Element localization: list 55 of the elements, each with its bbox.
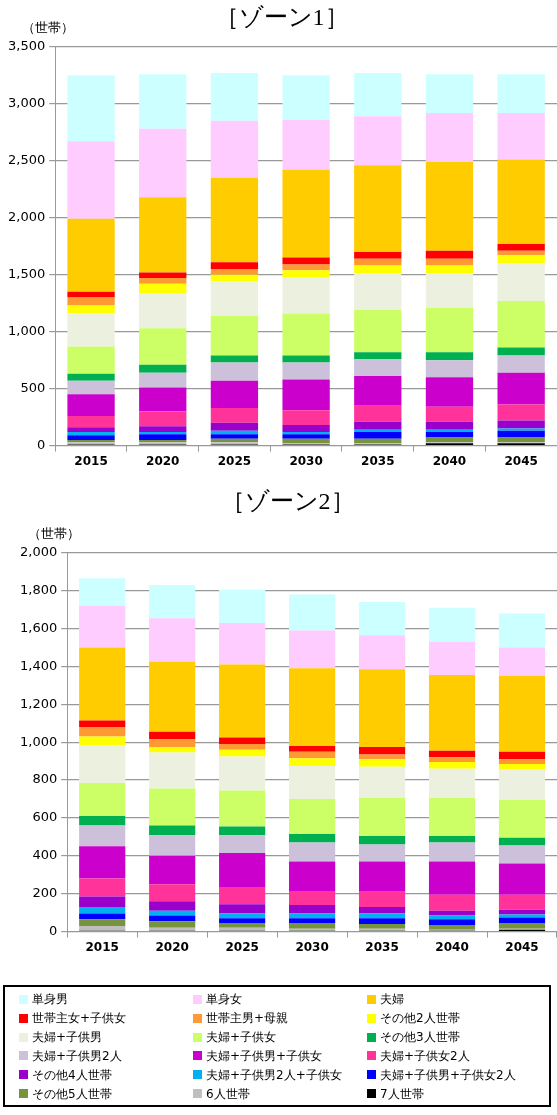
- x-tick-label: 2045: [504, 453, 538, 468]
- legend-label: 7人世帯: [380, 1086, 424, 1101]
- legend-label: 夫婦+子供男2人+子供女: [206, 1067, 342, 1082]
- chart-title: ［ゾーン1］: [214, 3, 349, 30]
- legend-label: 夫婦+子供女: [206, 1030, 277, 1045]
- legend-label: その他3人世帯: [380, 1030, 460, 1045]
- x-tick-label: 2030: [295, 939, 329, 954]
- legend-label: 単身男: [32, 992, 68, 1007]
- y-tick-label: 1,800: [20, 582, 58, 598]
- y-tick-label: 1,400: [20, 657, 58, 673]
- y-axis-title: （世帯）: [28, 525, 80, 541]
- y-tick-label: 1,000: [8, 323, 46, 339]
- x-tick-label: 2015: [74, 453, 108, 468]
- y-tick-label: 200: [32, 885, 58, 901]
- x-tick-label: 2025: [217, 453, 252, 468]
- y-tick-label: 0: [48, 922, 58, 938]
- legend-label: その他2人世帯: [380, 1011, 460, 1026]
- legend-label: その他4人世帯: [32, 1067, 112, 1082]
- legend-label: 夫婦+子供男: [32, 1030, 103, 1045]
- y-tick-label: 2,000: [8, 209, 46, 225]
- legend-label: 単身女: [206, 992, 242, 1007]
- y-tick-label: 0: [36, 436, 46, 452]
- x-tick-label: 2040: [432, 453, 467, 468]
- y-axis-title: （世帯）: [22, 19, 74, 35]
- x-tick-label: 2020: [146, 453, 180, 468]
- y-tick-label: 2,000: [20, 544, 58, 560]
- legend-label: 世帯主女+子供女: [32, 1011, 127, 1026]
- legend-label: 6人世帯: [206, 1086, 250, 1101]
- y-tick-label: 3,500: [8, 38, 46, 54]
- legend-label: 夫婦+子供女2人: [380, 1048, 470, 1063]
- y-tick-label: 400: [32, 847, 58, 863]
- y-tick-label: 600: [32, 809, 58, 825]
- y-tick-label: 1,000: [20, 733, 58, 749]
- x-tick-label: 2020: [155, 939, 189, 954]
- x-tick-label: 2035: [361, 453, 395, 468]
- x-tick-label: 2025: [225, 939, 259, 954]
- y-tick-label: 2,500: [8, 152, 46, 168]
- legend-label: 夫婦+子供男2人: [32, 1048, 122, 1063]
- x-tick-label: 2030: [289, 453, 323, 468]
- legend-label: 夫婦: [380, 992, 404, 1007]
- y-tick-label: 500: [20, 380, 46, 395]
- y-tick-label: 1,500: [8, 266, 46, 282]
- y-tick-label: 3,000: [8, 95, 46, 111]
- x-tick-label: 2040: [435, 939, 469, 954]
- chart-title: ［ゾーン2］: [220, 487, 355, 514]
- x-tick-label: 2015: [85, 939, 119, 954]
- x-tick-label: 2045: [505, 939, 539, 954]
- y-tick-label: 800: [32, 771, 58, 787]
- legend-label: 夫婦+子供男+子供女2人: [380, 1067, 516, 1082]
- legend-label: 世帯主男+母親: [206, 1011, 289, 1026]
- x-tick-label: 2035: [365, 939, 399, 954]
- y-tick-label: 1,200: [20, 695, 58, 711]
- legend-label: 夫婦+子供男+子供女: [206, 1048, 323, 1063]
- legend-label: その他5人世帯: [32, 1086, 112, 1101]
- y-tick-label: 1,600: [20, 619, 58, 635]
